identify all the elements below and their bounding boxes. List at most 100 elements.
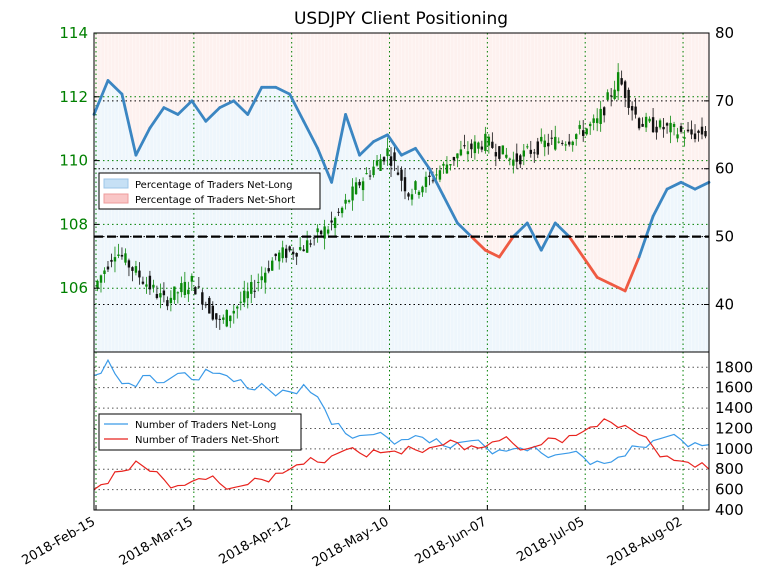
pct-net-long-line — [92, 79, 711, 293]
candle-body — [634, 106, 637, 115]
upper-legend: Percentage of Traders Net-Long Percentag… — [98, 172, 321, 210]
candle-body — [669, 122, 672, 133]
candle-body — [162, 290, 166, 296]
count-tick-label: 1800 — [715, 358, 753, 376]
candle-body — [138, 270, 141, 278]
candle-body — [620, 78, 623, 85]
legend-swatch-net-short — [103, 193, 129, 204]
pct-segment — [553, 221, 571, 239]
candle-body — [533, 152, 536, 154]
candle-body — [487, 136, 491, 146]
candle-body — [183, 281, 187, 295]
candle-body — [536, 141, 539, 155]
count-axis: 400 600 800 1000 1200 1400 1600 1800 — [715, 358, 753, 519]
candle-body — [218, 318, 221, 320]
count-tick-label: 1200 — [715, 419, 753, 437]
candle-body — [260, 276, 263, 281]
pct-segment — [623, 255, 641, 293]
candle-body — [204, 304, 208, 306]
candle-body — [316, 228, 319, 233]
candle-body — [281, 247, 284, 259]
candle-body — [679, 126, 683, 132]
candle-body — [421, 186, 424, 193]
candle-body — [312, 237, 316, 239]
candle-body — [463, 145, 466, 147]
candle-body — [452, 157, 456, 161]
candle-body — [428, 175, 431, 177]
candle-body — [512, 159, 515, 166]
candle-body — [166, 300, 169, 307]
candle-body — [250, 281, 253, 294]
pct-segment — [302, 119, 320, 150]
lower-legend: Number of Traders Net-Long Number of Tra… — [98, 413, 302, 451]
pct-tick-label: 80 — [715, 24, 734, 42]
candle-body — [473, 141, 477, 154]
price-tick-label: 114 — [59, 24, 88, 42]
pct-segment — [609, 282, 627, 293]
lower-panel-frame — [93, 351, 710, 511]
candle-body — [169, 297, 173, 304]
candle-body — [201, 292, 204, 305]
candle-body — [365, 173, 368, 175]
candle-body — [477, 142, 480, 149]
candle-body — [96, 280, 99, 289]
candle-body — [575, 134, 578, 140]
candle-body — [403, 177, 407, 192]
candle-body — [665, 123, 669, 126]
pct-segment — [232, 99, 250, 116]
candle-body — [491, 141, 494, 148]
candle-body — [550, 137, 553, 139]
candle-body — [124, 253, 127, 263]
pct-segment — [595, 275, 613, 286]
candle-body — [239, 301, 242, 303]
candle-body — [298, 247, 302, 250]
candle-body — [375, 160, 379, 166]
candle-body — [459, 149, 463, 156]
candle-body — [508, 158, 512, 160]
pct-segment — [92, 79, 110, 116]
candle-body — [599, 108, 602, 124]
candle-body — [358, 181, 361, 186]
count-short-line — [93, 418, 710, 491]
candle-body — [470, 143, 473, 150]
pct-segment — [581, 255, 599, 279]
candle-body — [323, 226, 326, 239]
pct-segment — [525, 221, 543, 252]
candle-body — [557, 141, 560, 143]
candle-body — [103, 270, 106, 275]
candle-body — [561, 142, 564, 144]
legend-label-count-long: Number of Traders Net-Long — [135, 420, 276, 431]
candle-body — [564, 144, 567, 146]
candle-body — [613, 89, 616, 99]
candle-body — [616, 72, 620, 92]
candle-body — [410, 194, 414, 200]
candle-body — [582, 130, 585, 136]
pct-segment — [316, 146, 334, 184]
count-tick-label: 600 — [715, 481, 744, 499]
candle-body — [480, 146, 484, 150]
candle-body — [407, 193, 410, 197]
price-tick-label: 106 — [59, 279, 88, 297]
candle-body — [127, 260, 131, 268]
pct-segment — [469, 235, 487, 252]
count-tick-label: 1400 — [715, 399, 753, 417]
candle-body — [515, 153, 519, 162]
pct-segment — [288, 92, 306, 123]
price-axis: 106 108 110 112 114 — [59, 24, 99, 297]
candle-body — [344, 199, 347, 204]
candle-body — [333, 217, 337, 228]
pct-segment — [190, 99, 208, 123]
candle-body — [229, 315, 232, 322]
candle-body — [145, 284, 148, 287]
candle-body — [131, 267, 134, 271]
candle-body — [389, 156, 393, 166]
candle-body — [386, 148, 389, 157]
candle-body — [148, 275, 152, 290]
date-tick-label: 2018-Jun-07 — [413, 514, 490, 567]
candle-body — [264, 272, 267, 283]
candle-body — [442, 163, 445, 166]
candle-body — [578, 125, 581, 129]
price-tick-label: 110 — [59, 152, 88, 170]
pct-segment — [176, 99, 194, 116]
candle-body — [194, 287, 197, 295]
